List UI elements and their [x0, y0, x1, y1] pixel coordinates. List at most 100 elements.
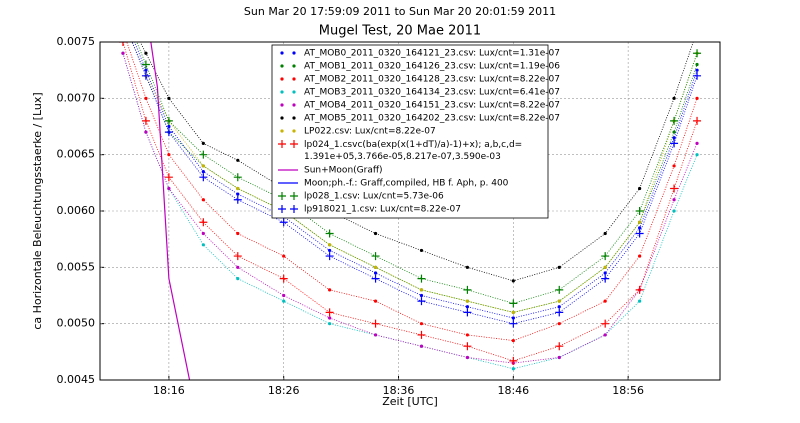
dot-marker — [419, 344, 424, 348]
dot-marker — [121, 7, 124, 10]
dot-marker — [557, 299, 561, 303]
dot-marker — [328, 288, 332, 292]
dot-marker — [282, 299, 286, 303]
dot-marker — [419, 288, 424, 292]
dot-marker — [121, 18, 124, 21]
plus-marker — [693, 71, 702, 80]
plus-marker — [199, 173, 208, 182]
dot-marker — [144, 130, 148, 134]
dot-marker — [328, 322, 332, 326]
dot-marker — [511, 338, 515, 343]
x-tick-label: 18:56 — [612, 384, 644, 397]
dot-marker — [419, 322, 424, 326]
y-axis-label: ca Horizontale Beleuchtungsstaerke / [Lu… — [31, 92, 44, 329]
dot-marker — [280, 129, 284, 133]
plus-marker — [693, 116, 702, 125]
legend: AT_MOB0_2011_0320_164121_23.csv: Lux/cnt… — [271, 44, 560, 219]
dot-marker — [511, 310, 515, 314]
dot-marker — [144, 68, 148, 72]
dot-marker — [695, 96, 699, 100]
legend-box — [271, 44, 549, 219]
plus-marker — [164, 173, 173, 182]
dot-marker — [638, 299, 642, 303]
y-tick-label: 0.0050 — [57, 317, 96, 330]
legend-label: AT_MOB5_2011_0320_164202_23.csv: Lux/cnt… — [304, 114, 560, 124]
dot-marker — [672, 130, 676, 134]
plus-marker — [233, 195, 242, 204]
legend-label: lp918021_1.csv: Lux/cnt=8.22e-07 — [304, 205, 461, 215]
suptitle: Sun Mar 20 17:59:09 2011 to Sun Mar 20 2… — [244, 5, 556, 18]
plus-marker — [371, 274, 380, 283]
dot-marker — [236, 186, 240, 191]
dot-marker — [603, 333, 607, 337]
dot-marker — [603, 299, 607, 303]
plus-marker — [670, 139, 679, 148]
dot-marker — [280, 116, 284, 120]
plus-marker — [693, 49, 702, 58]
plus-marker — [555, 285, 564, 294]
dot-marker — [236, 231, 240, 236]
dot-marker — [672, 164, 676, 168]
dot-marker — [121, 12, 124, 15]
dot-marker — [236, 277, 240, 281]
plus-marker — [199, 150, 208, 159]
dot-marker — [292, 103, 296, 107]
dot-marker — [695, 141, 699, 145]
plus-marker — [325, 308, 334, 317]
dot-marker — [373, 265, 378, 269]
plus-marker — [141, 116, 150, 125]
dot-marker — [292, 77, 296, 81]
dot-marker — [280, 51, 284, 55]
plus-marker — [670, 116, 679, 125]
plus-marker — [278, 205, 286, 213]
plus-marker — [278, 140, 286, 148]
plus-marker — [635, 229, 644, 238]
dot-marker — [328, 248, 332, 253]
plus-marker — [325, 252, 334, 261]
series-trace — [131, 42, 698, 313]
dot-marker — [373, 299, 378, 303]
x-tick-label: 18:36 — [383, 384, 415, 397]
legend-label: Moon;ph.-f.: Graff,compiled, HB f. Aph, … — [304, 179, 509, 189]
dot-marker — [638, 254, 642, 258]
dot-marker — [638, 220, 642, 224]
x-tick-label: 18:16 — [153, 384, 185, 397]
dot-marker — [603, 231, 607, 236]
dot-marker — [419, 293, 424, 298]
plus-marker — [417, 274, 426, 283]
dot-marker — [201, 141, 205, 145]
dot-marker — [638, 226, 642, 230]
dot-marker — [167, 96, 171, 100]
series-trace — [122, 53, 698, 364]
plus-marker — [141, 71, 150, 80]
series-trace — [131, 42, 698, 325]
plus-marker — [164, 128, 173, 137]
plus-marker — [509, 299, 518, 308]
dot-marker — [419, 248, 424, 253]
y-tick-label: 0.0065 — [57, 148, 96, 161]
dot-marker — [167, 153, 171, 157]
plus-marker — [463, 308, 472, 317]
dot-marker — [280, 90, 284, 94]
plus-marker — [509, 319, 518, 328]
dot-marker — [236, 158, 240, 162]
dot-marker — [465, 299, 470, 303]
plus-marker — [601, 274, 610, 283]
series-line — [150, 42, 191, 380]
dot-marker — [328, 243, 332, 247]
series-trace — [136, 42, 698, 304]
dot-marker — [280, 77, 284, 81]
dot-marker — [282, 254, 286, 258]
dot-marker — [236, 192, 240, 196]
y-tick-label: 0.0060 — [57, 204, 96, 217]
legend-label: AT_MOB1_2011_0320_164126_23.csv: Lux/cnt… — [304, 62, 560, 72]
plus-marker — [555, 342, 564, 351]
plot-area — [118, 7, 702, 380]
plus-marker — [670, 184, 679, 193]
plus-marker — [635, 285, 644, 294]
dot-marker — [121, 51, 125, 55]
dot-marker — [695, 62, 699, 67]
y-tick-label: 0.0075 — [57, 35, 96, 48]
dot-marker — [121, 18, 124, 21]
